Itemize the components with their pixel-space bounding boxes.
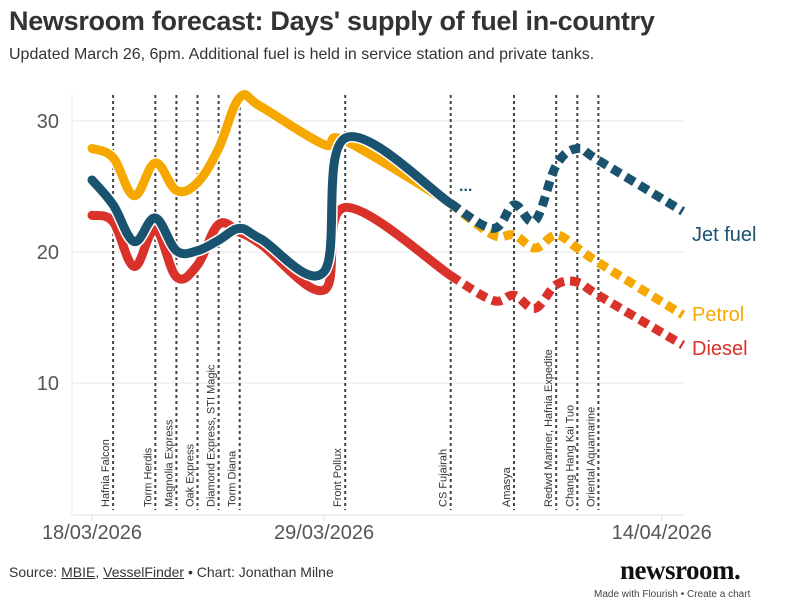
petrol-actual-line (87, 90, 456, 209)
y-axis-ticks: 10 20 30 (37, 111, 59, 395)
made-with-flourish-link[interactable]: Made with Flourish • Create a chart (594, 589, 751, 600)
petrol-forecast-line (447, 199, 686, 319)
source-prefix: Source: (9, 564, 62, 580)
vessel-label: Hafnia Falcon (100, 439, 112, 507)
vessel-label: Torm Herdis (142, 447, 154, 507)
vessel-label: Chang Hang Kai Tuo (564, 405, 576, 507)
newsroom-logo[interactable]: newsroom. (620, 555, 741, 585)
vessel-label: Diamond Express, STI Magic (206, 364, 218, 507)
x-tick-label: 29/03/2026 (274, 522, 374, 544)
source-credit: Source: MBIE, VesselFinder • Chart: Jona… (9, 564, 334, 580)
series-labels: Jet fuel Petrol Diesel (692, 224, 756, 360)
forecast-ellipsis: ... (459, 178, 472, 195)
vessel-label: Magnolia Express (163, 419, 175, 507)
vessel-label: Torm Diana (227, 450, 239, 507)
vessel-label: Amasya (501, 466, 513, 507)
vessel-label: Oak Express (185, 444, 197, 507)
source-link-vesselfinder[interactable]: VesselFinder (103, 564, 185, 580)
legend-label-petrol: Petrol (692, 304, 744, 326)
legend-label-jet-fuel: Jet fuel (692, 224, 756, 246)
x-axis-ticks: 18/03/2026 29/03/2026 14/04/2026 (42, 515, 712, 544)
vessel-label: Redwd Mariner, Hafnia Expedite (543, 349, 555, 507)
vessel-label: Oriental Aquamarine (585, 407, 597, 507)
legend-label-diesel: Diesel (692, 338, 748, 360)
vessel-label: Front Pollux (332, 448, 344, 507)
chart-subtitle: Updated March 26, 6pm. Additional fuel i… (9, 46, 595, 63)
x-tick-label: 14/04/2026 (612, 522, 712, 544)
y-tick-label: 30 (37, 111, 59, 133)
source-link-mbie[interactable]: MBIE (61, 564, 96, 580)
diesel-forecast-line (448, 271, 686, 349)
vessel-label: CS Fujairah (438, 449, 450, 507)
y-tick-label: 20 (37, 242, 59, 264)
jet-fuel-forecast-line (448, 143, 686, 233)
chart-credit: • Chart: Jonathan Milne (184, 564, 334, 580)
source-separator: , (95, 564, 104, 580)
series-lines: ... (86, 88, 686, 349)
y-tick-label: 10 (37, 373, 59, 395)
x-tick-label: 18/03/2026 (42, 522, 142, 544)
chart-title: Newsroom forecast: Days' supply of fuel … (9, 6, 655, 36)
jet-fuel-actual-line (87, 132, 456, 281)
vessel-annotations: Hafnia Falcon Torm Herdis Magnolia Express… (100, 95, 600, 510)
